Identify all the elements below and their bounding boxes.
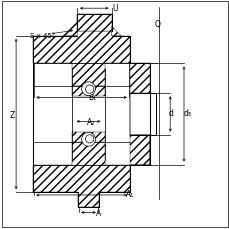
Circle shape: [85, 135, 93, 143]
Polygon shape: [77, 15, 111, 32]
Polygon shape: [33, 135, 149, 207]
Text: S x 45°: S x 45°: [30, 33, 55, 38]
Text: U: U: [112, 3, 117, 13]
Polygon shape: [72, 87, 104, 96]
Text: d: d: [168, 109, 173, 118]
Text: B₁: B₁: [87, 93, 96, 102]
Polygon shape: [111, 27, 121, 37]
Text: Q: Q: [154, 19, 160, 29]
Polygon shape: [33, 32, 149, 165]
Text: A: A: [96, 208, 101, 218]
Text: A₁: A₁: [125, 189, 134, 198]
Circle shape: [85, 86, 93, 94]
Text: d₃: d₃: [183, 109, 191, 118]
Circle shape: [81, 82, 95, 96]
Polygon shape: [63, 23, 77, 37]
Polygon shape: [72, 133, 104, 142]
Circle shape: [81, 133, 95, 147]
Text: Z: Z: [10, 110, 15, 119]
Text: A₂: A₂: [86, 117, 95, 126]
